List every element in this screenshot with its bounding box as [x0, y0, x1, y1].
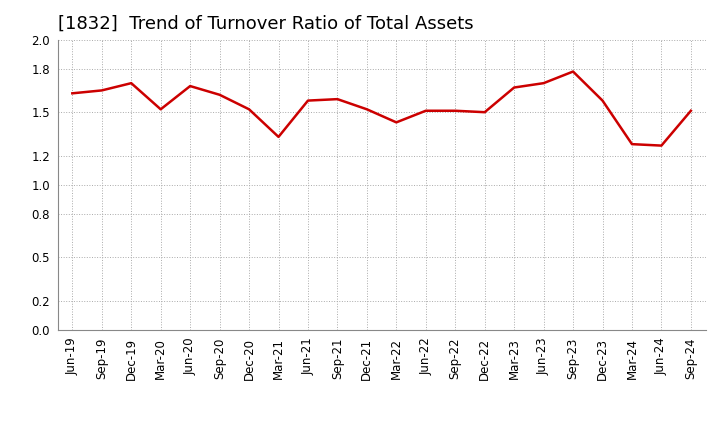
Text: [1832]  Trend of Turnover Ratio of Total Assets: [1832] Trend of Turnover Ratio of Total … [58, 15, 473, 33]
